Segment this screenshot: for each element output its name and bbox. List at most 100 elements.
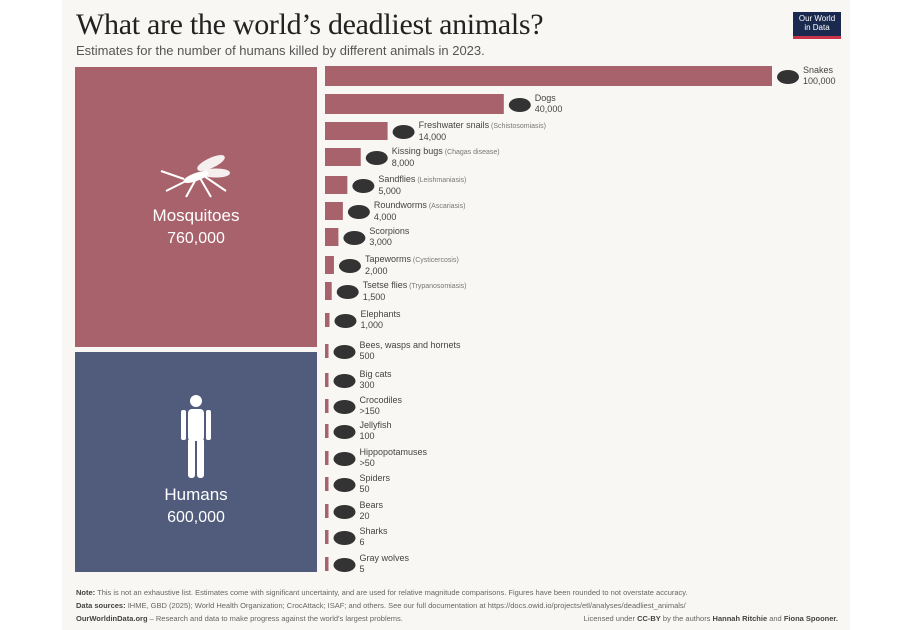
bar-snakes (325, 66, 772, 86)
bar-value: 6 (359, 537, 365, 547)
bar-freshwater-snails (325, 122, 388, 140)
dog-icon (508, 98, 531, 112)
elephant-icon (334, 314, 357, 328)
note-text: This is not an exhaustive list. Estimate… (97, 588, 688, 597)
bar-label: Elephants 1,000 (360, 309, 400, 331)
snake-icon (777, 70, 799, 84)
bar-scorpions (325, 228, 339, 246)
humans-label: Humans (164, 485, 228, 504)
mosquitoes-value: 760,000 (167, 230, 225, 247)
bar-note: (Chagas disease) (442, 149, 500, 156)
hippo-icon (333, 452, 356, 466)
big-cat-icon (333, 374, 356, 388)
bar-label: Gray wolves 5 (360, 553, 410, 575)
tagline: – Research and data to make progress aga… (149, 614, 403, 623)
mosquitoes-block: Mosquitoes 760,000 (75, 67, 317, 347)
license-link[interactable]: CC-BY (637, 614, 661, 623)
bar-name: Snakes (803, 65, 834, 75)
bar-value: 5,000 (378, 186, 401, 196)
mosquito-icon (160, 155, 230, 198)
bar-label: Scorpions 3,000 (369, 226, 409, 248)
bar-kissing-bugs (325, 148, 361, 166)
bug-icon (365, 151, 388, 165)
license: Licensed under CC-BY by the authors Hann… (583, 614, 838, 623)
bar-label: Kissing bugs (Chagas disease) 8,000 (392, 146, 500, 169)
bar-name: Crocodiles (359, 395, 403, 405)
sources-label: Data sources: (76, 601, 126, 610)
scorpion-icon (343, 231, 366, 245)
bar-value: 300 (359, 380, 375, 390)
bar-value: 500 (359, 351, 375, 361)
bar-value: 1,000 (360, 320, 383, 330)
bar-jellyfish (325, 424, 329, 438)
bar-tapeworms (325, 256, 334, 274)
bar-name: Spiders (359, 473, 391, 483)
bar-value: 100,000 (803, 76, 836, 86)
bar-bears (325, 504, 329, 518)
fly-icon (336, 285, 359, 299)
footer: Note: This is not an exhaustive list. Es… (76, 586, 846, 625)
bar-crocodiles (325, 399, 329, 413)
bar-label: Bears 20 (360, 500, 384, 522)
bar-name: Big cats (359, 369, 392, 379)
bar-name: Tapeworms (364, 254, 411, 264)
bar-value: 3,000 (369, 237, 392, 247)
tapeworm-icon (338, 259, 361, 273)
worm-icon (347, 205, 370, 219)
bar-note: (Cysticercosis) (410, 257, 459, 264)
crocodile-icon (333, 400, 356, 414)
note-label: Note: (76, 588, 96, 597)
bar-label: Big cats 300 (360, 369, 392, 391)
bar-name: Bears (359, 500, 384, 510)
bar-name: Scorpions (369, 226, 410, 236)
bar-bees-wasps-and-hornets (325, 344, 329, 358)
bar-name: Hippopotamuses (359, 447, 428, 457)
mosquitoes-label: Mosquitoes (152, 206, 240, 225)
bar-big-cats (325, 373, 329, 387)
bar-elephants (325, 313, 330, 327)
bar-name: Gray wolves (359, 553, 410, 563)
owid-logo[interactable]: Our World in Data (793, 12, 841, 39)
shark-icon (333, 531, 356, 545)
bar-note: (Leishmaniasis) (415, 177, 467, 184)
bar-name: Sharks (359, 526, 388, 536)
bar-value: 50 (359, 484, 370, 494)
bar-spiders (325, 477, 329, 491)
bar-sandflies (325, 176, 348, 194)
bar-note: (Ascariasis) (426, 203, 466, 210)
bar-value: >50 (359, 458, 375, 468)
bar-name: Sandflies (378, 174, 416, 184)
jellyfish-icon (333, 425, 356, 439)
bar-label: Snakes 100,000 (803, 65, 836, 87)
bar-label: Spiders 50 (360, 473, 391, 495)
bar-name: Kissing bugs (391, 146, 443, 156)
bar-value: 100 (359, 431, 375, 441)
bar-value: 20 (359, 511, 370, 521)
bar-name: Elephants (360, 309, 401, 319)
chart-title: What are the world’s deadliest animals? (76, 8, 544, 41)
bar-value: 2,000 (364, 266, 388, 276)
bar-label: Bees, wasps and hornets 500 (360, 340, 461, 362)
bee-icon (333, 345, 356, 359)
bar-value: 8,000 (391, 158, 415, 168)
bar-gray-wolves (325, 557, 329, 571)
bar-label: Tapeworms (Cysticercosis) 2,000 (365, 254, 459, 277)
bar-label: Sharks 6 (360, 526, 388, 548)
bar-label: Roundworms (Ascariasis) 4,000 (374, 200, 466, 223)
bar-name: Tsetse flies (362, 280, 408, 290)
humans-block: Humans 600,000 (75, 352, 317, 572)
bear-icon (333, 505, 356, 519)
bar-note: (Schistosomiasis) (489, 123, 546, 130)
chart-subtitle: Estimates for the number of humans kille… (76, 43, 485, 58)
human-icon (181, 395, 211, 478)
bar-value: 14,000 (418, 132, 447, 142)
bar-value: 4,000 (373, 212, 397, 222)
sandfly-icon (352, 179, 375, 193)
bar-note: (Trypanosomiasis) (407, 283, 467, 290)
site-link[interactable]: OurWorldinData.org (76, 614, 148, 623)
bar-value: 5 (359, 564, 365, 574)
humans-value: 600,000 (167, 509, 225, 526)
bar-roundworms (325, 202, 343, 220)
